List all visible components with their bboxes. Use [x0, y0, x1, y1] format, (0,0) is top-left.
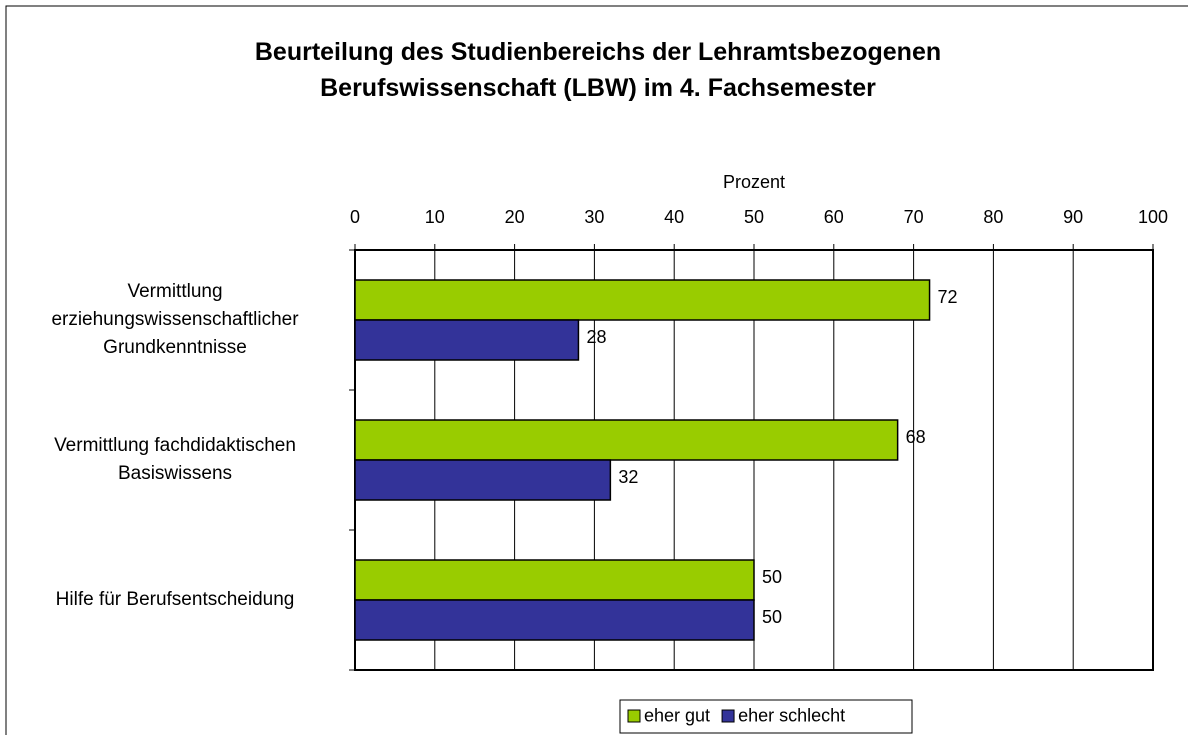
bar	[354, 279, 931, 321]
x-tick-label: 20	[505, 207, 525, 227]
x-tick-label: 50	[744, 207, 764, 227]
x-tick-label: 60	[824, 207, 844, 227]
x-tick-label: 70	[904, 207, 924, 227]
y-tick-label: Vermittlung fachdidaktischen Basiswissen…	[54, 435, 296, 484]
x-tick-label: 40	[664, 207, 684, 227]
x-tick-label: 10	[425, 207, 445, 227]
x-axis-label: Prozent	[723, 172, 785, 192]
bar	[354, 419, 899, 461]
legend-label: eher gut	[644, 705, 710, 725]
x-tick-label: 0	[350, 207, 360, 227]
value-label: 28	[586, 327, 606, 347]
chart-title: Beurteilung des Studienbereichs der Lehr…	[254, 38, 942, 102]
legend-swatch	[627, 709, 641, 723]
bar	[354, 319, 580, 361]
legend-label: eher schlecht	[738, 705, 845, 725]
x-tick-label: 30	[584, 207, 604, 227]
frame	[5, 5, 1188, 735]
bar	[354, 459, 612, 501]
y-tick-label: Vermittlung erziehungswissenschaftlicher…	[51, 281, 299, 358]
x-tick-label: 80	[983, 207, 1003, 227]
value-label: 68	[906, 427, 926, 447]
value-label: 32	[618, 467, 638, 487]
value-label: 50	[762, 567, 782, 587]
x-tick-label: 90	[1063, 207, 1083, 227]
legend-swatch	[721, 709, 735, 723]
value-label: 72	[938, 287, 958, 307]
bar	[354, 599, 755, 641]
x-tick-label: 100	[1138, 207, 1168, 227]
value-label: 50	[762, 607, 782, 627]
bar	[354, 559, 755, 601]
legend-box	[619, 699, 913, 734]
y-tick-label: Hilfe für Berufsentscheidung	[55, 589, 295, 610]
